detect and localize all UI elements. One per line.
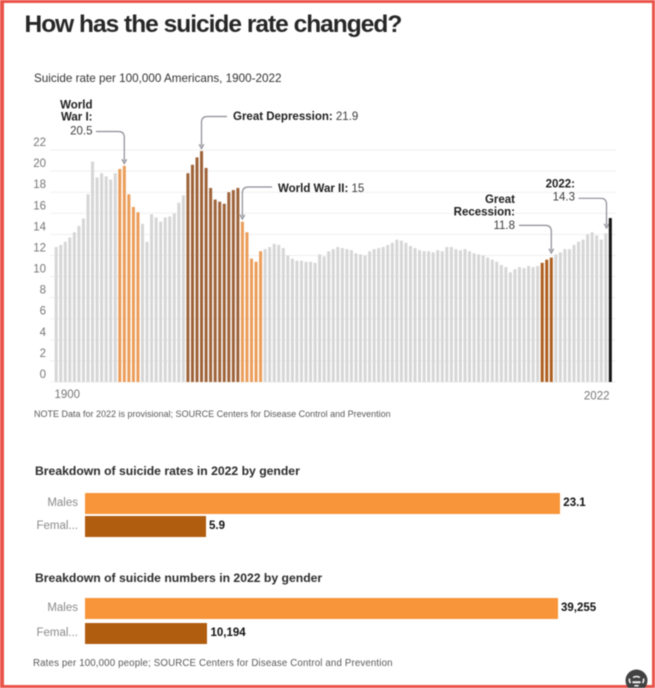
svg-text:8: 8 [40, 284, 46, 296]
svg-text:World: World [60, 99, 92, 111]
svg-text:14: 14 [33, 221, 46, 233]
svg-text:Recession:: Recession: [454, 206, 515, 218]
svg-text:12: 12 [33, 242, 46, 254]
svg-text:14.3: 14.3 [553, 191, 575, 203]
svg-text:World War II: 15: World War II: 15 [278, 183, 364, 195]
svg-text:22: 22 [33, 137, 46, 149]
svg-text:1900: 1900 [55, 389, 81, 401]
svg-text:2022: 2022 [584, 390, 610, 402]
svg-text:20: 20 [33, 158, 46, 170]
svg-text:6: 6 [40, 305, 46, 317]
svg-text:4: 4 [40, 326, 47, 338]
svg-text:0: 0 [40, 369, 46, 381]
svg-text:War I:: War I: [61, 111, 93, 123]
svg-text:2: 2 [40, 348, 46, 360]
svg-text:18: 18 [33, 179, 46, 191]
svg-text:Great: Great [485, 194, 515, 206]
svg-text:16: 16 [33, 200, 46, 212]
svg-text:2022:: 2022: [546, 178, 575, 190]
svg-text:20.5: 20.5 [70, 125, 92, 137]
svg-text:10: 10 [33, 263, 46, 275]
svg-text:11.8: 11.8 [493, 220, 515, 232]
svg-text:Great Depression: 21.9: Great Depression: 21.9 [233, 110, 358, 122]
